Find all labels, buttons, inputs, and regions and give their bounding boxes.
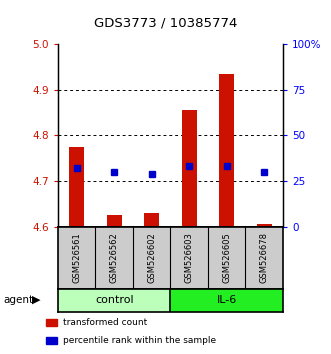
Bar xyxy=(69,147,84,227)
Text: GDS3773 / 10385774: GDS3773 / 10385774 xyxy=(94,17,237,29)
Bar xyxy=(46,319,57,326)
Text: IL-6: IL-6 xyxy=(216,295,237,305)
Text: percentile rank within the sample: percentile rank within the sample xyxy=(63,336,216,345)
Text: transformed count: transformed count xyxy=(63,318,147,327)
Bar xyxy=(58,289,170,312)
Bar xyxy=(219,74,234,227)
Bar xyxy=(257,224,272,227)
Bar xyxy=(182,110,197,227)
Text: GSM526603: GSM526603 xyxy=(185,232,194,283)
Text: control: control xyxy=(95,295,133,305)
Text: GSM526605: GSM526605 xyxy=(222,232,231,283)
Bar xyxy=(170,289,283,312)
Text: agent: agent xyxy=(3,295,33,305)
Text: GSM526561: GSM526561 xyxy=(72,232,81,283)
Bar xyxy=(46,337,57,344)
Text: ▶: ▶ xyxy=(32,295,41,305)
Bar xyxy=(107,215,122,227)
Text: GSM526602: GSM526602 xyxy=(147,232,156,283)
Text: GSM526562: GSM526562 xyxy=(110,232,119,283)
Text: GSM526678: GSM526678 xyxy=(260,232,269,283)
Bar xyxy=(144,213,159,227)
